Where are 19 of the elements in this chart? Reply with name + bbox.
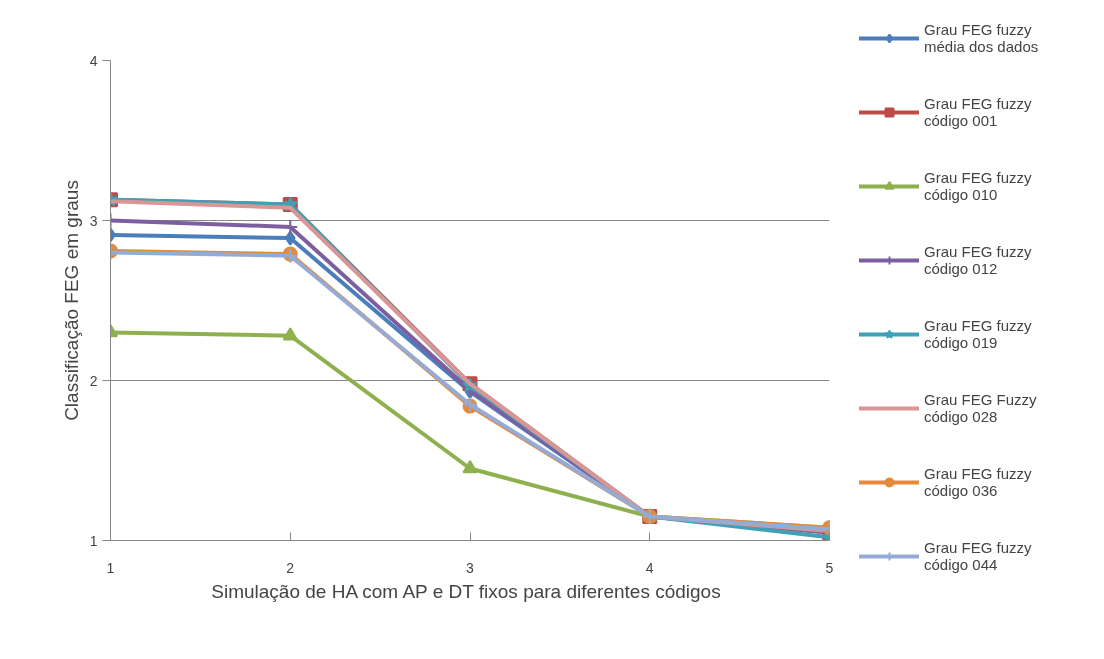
y-tick-label: 2 — [89, 372, 98, 389]
y-tick-label: 1 — [89, 532, 98, 549]
x-tick-label: 1 — [106, 559, 115, 576]
legend-label: Grau FEG fuzzy código 044 — [924, 537, 1032, 574]
x-axis-title: Simulação de HA com AP e DT fixos para diferentes códigos — [211, 580, 721, 602]
legend-label: Grau FEG fuzzy código 010 — [924, 167, 1032, 204]
x-tick-label: 4 — [645, 559, 654, 576]
x-tick-label: 3 — [466, 559, 475, 576]
y-axis-title: Classificação FEG em graus — [60, 180, 82, 421]
legend-label: Grau FEG fuzzy código 019 — [924, 315, 1032, 352]
legend-label: Grau FEG fuzzy código 036 — [924, 463, 1032, 500]
y-tick-label: 4 — [89, 52, 98, 69]
legend-label: Grau FEG Fuzzy código 028 — [924, 389, 1037, 426]
y-tick-label: 3 — [89, 212, 98, 229]
x-tick-label: 5 — [825, 559, 834, 576]
legend-label: Grau FEG fuzzy código 012 — [924, 241, 1032, 278]
legend-label: Grau FEG fuzzy código 001 — [924, 93, 1032, 130]
x-tick-label: 2 — [286, 559, 295, 576]
legend-label: Grau FEG fuzzy média dos dados — [924, 19, 1039, 56]
